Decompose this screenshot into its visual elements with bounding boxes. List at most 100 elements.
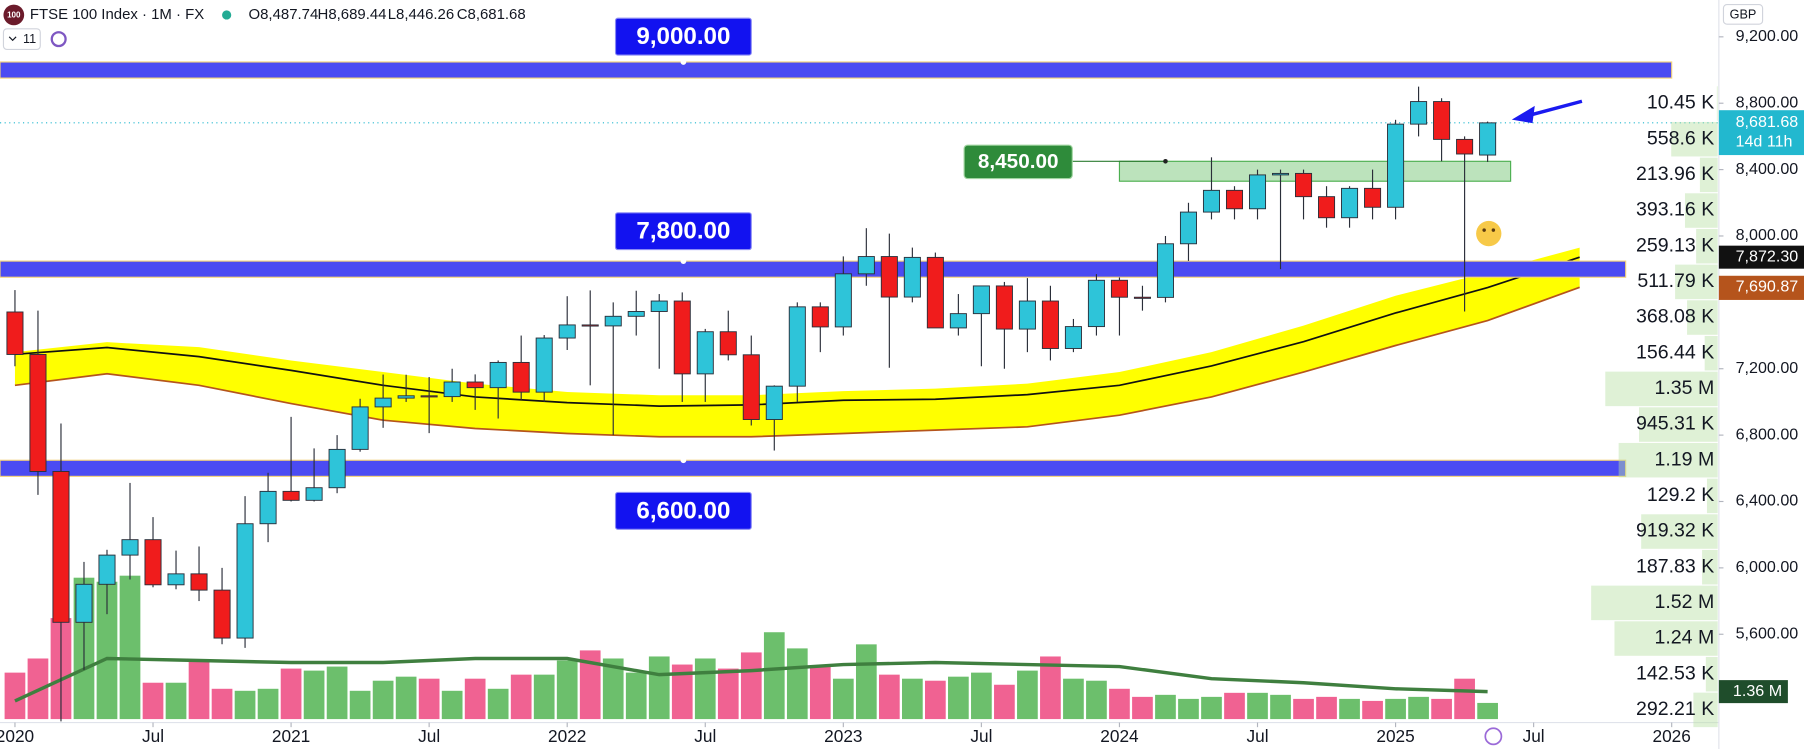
volume-bar	[786, 648, 808, 720]
volume-bar	[1293, 698, 1314, 720]
annotation-arrow	[1529, 99, 1583, 117]
volume-bar	[1316, 696, 1337, 720]
volume-bar	[395, 676, 417, 720]
volume-bar	[119, 575, 141, 720]
annotation-arrowhead	[1511, 105, 1535, 124]
candle-body	[259, 490, 277, 525]
candle-body	[926, 256, 944, 329]
volume-bar	[1270, 694, 1291, 720]
x-tick-label: 2021	[272, 726, 310, 746]
candle-body	[1202, 189, 1221, 213]
x-tick-label: Jul	[970, 726, 992, 746]
currency-box[interactable]	[1722, 4, 1764, 25]
level-band	[0, 61, 1673, 79]
x-tick-label: 2023	[824, 726, 862, 746]
volume-bar	[740, 652, 762, 720]
candle-body	[788, 306, 806, 387]
volume-profile-bar	[1639, 407, 1718, 442]
y-tick-label: 6,800.00	[1736, 425, 1799, 443]
candle-body	[374, 397, 392, 408]
indicator-toggle[interactable]	[2, 28, 41, 51]
volume-profile-bar	[1716, 86, 1718, 121]
volume-bar	[1063, 678, 1084, 720]
candle-body	[397, 395, 415, 399]
volume-profile-label: 511.79 K	[1637, 270, 1714, 292]
volume-bar	[165, 682, 187, 720]
y-tick-label: 7,200.00	[1736, 359, 1799, 377]
volume-bar	[948, 676, 969, 720]
level-label: 9,000.00	[636, 23, 730, 50]
volume-profile-label: 393.16 K	[1636, 199, 1714, 221]
volume-bar	[487, 688, 509, 720]
volume-ma-tag	[1718, 680, 1788, 704]
market-status	[222, 10, 232, 20]
candle-body	[420, 395, 438, 398]
volume-bar	[902, 678, 923, 720]
volume-ma-label: 1.36 M	[1733, 682, 1782, 700]
volume-profile-label: 368.08 K	[1636, 306, 1714, 328]
volume-bar	[1454, 678, 1475, 720]
volume-bar	[1017, 670, 1038, 720]
level-handle	[680, 59, 687, 65]
volume-bar	[1431, 698, 1452, 720]
candle-body	[167, 573, 185, 586]
volume-profile-label: 187.83 K	[1636, 555, 1714, 577]
candle-body	[627, 311, 645, 317]
volume-profile-bar	[1614, 621, 1718, 656]
candle-body	[972, 285, 990, 315]
candle-body	[1318, 196, 1336, 219]
candle-body	[1225, 189, 1244, 210]
emoji-eye	[1491, 228, 1496, 232]
volume-bar	[994, 684, 1015, 720]
candle-body	[558, 324, 576, 339]
volume-bar	[441, 690, 463, 720]
volume-bar	[303, 670, 325, 720]
zone-handle	[1163, 159, 1168, 164]
volume-profile-label: 142.53 K	[1636, 662, 1714, 684]
volume-profile-bar	[1699, 157, 1718, 193]
volume-bar	[717, 668, 739, 720]
candle-body	[190, 573, 208, 591]
volume-profile-bar	[1702, 549, 1718, 585]
ma-lower-tag	[1718, 275, 1804, 300]
candle-body	[1156, 243, 1174, 298]
candle-body	[995, 285, 1013, 330]
ma-lower-line	[14, 286, 1580, 438]
candle-body	[650, 300, 668, 312]
volume-bar	[671, 664, 693, 720]
volume-profile-label: 156.44 K	[1636, 341, 1714, 363]
candle-body	[1179, 211, 1197, 245]
volume-bar	[1247, 692, 1268, 720]
x-tick-label: 2024	[1100, 726, 1139, 746]
replay-icon[interactable]	[1484, 727, 1503, 746]
volume-bar	[809, 666, 831, 720]
y-tick-label: 6,000.00	[1736, 558, 1799, 576]
candle-body	[1433, 101, 1451, 140]
candle-body	[1087, 279, 1105, 328]
volume-bar	[1178, 698, 1199, 720]
symbol-title[interactable]: FTSE 100 Index · 1M · FX	[30, 6, 204, 23]
x-tick-label: 2025	[1376, 726, 1414, 746]
volume-profile-bar	[1684, 193, 1718, 228]
x-tick-label: 2020	[0, 726, 34, 746]
volume-bar	[1477, 702, 1498, 720]
volume-bar	[1040, 656, 1061, 720]
sync-icon[interactable]	[50, 31, 67, 48]
level-label: 7,800.00	[636, 218, 730, 245]
zone	[1118, 160, 1512, 182]
volume-profile-label: 213.96 K	[1636, 163, 1714, 185]
volume-bar	[1224, 692, 1245, 720]
y-tick-label: 8,000.00	[1736, 226, 1799, 244]
candle-body	[121, 539, 139, 556]
level-label-box	[614, 491, 752, 530]
candle-body	[1041, 300, 1059, 349]
candle-body	[29, 354, 47, 472]
ohlc-value: L8,446.26	[388, 6, 454, 23]
candle-body	[1456, 138, 1474, 155]
x-tick-label: Jul	[142, 726, 164, 746]
volume-bar	[1109, 688, 1130, 720]
candle-body	[1341, 187, 1359, 219]
level-label: 6,600.00	[636, 497, 730, 524]
x-tick-label: 2022	[548, 726, 586, 746]
